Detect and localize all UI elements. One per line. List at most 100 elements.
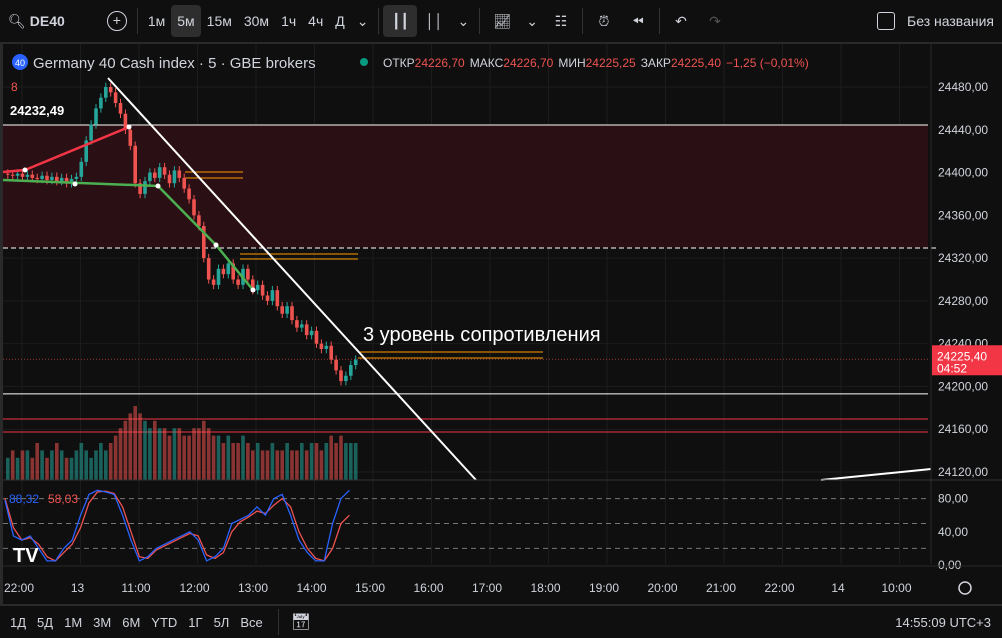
templates-grid-icon[interactable]: ☷ [554,12,568,29]
bottom-toolbar: 1Д 5Д 1М 3М 6М YTD 1Г 5Л Все 📅︎ 14:55:09 UTC+3 [0,606,1002,638]
layout-checkbox[interactable] [871,5,901,37]
stoch-d-value: 58,03 [48,492,78,506]
candle [15,173,20,176]
candle [275,290,280,307]
candle [10,174,15,176]
volume-bar [236,443,240,480]
drawing-point[interactable] [213,242,219,248]
layout-name[interactable]: Без названия [907,13,994,29]
time-axis-label: 12:00 [179,581,209,595]
range-1[interactable]: 5Д [37,614,54,630]
drawing-point[interactable] [155,183,161,189]
divider [479,8,481,34]
volume-bar [290,450,294,480]
range-7[interactable]: 5Л [213,614,230,630]
chart-canvas[interactable]: 3 уровень сопротивления 40 Germany 40 Cash… [2,44,1002,604]
range-6[interactable]: 1Г [188,614,203,630]
range-3[interactable]: 3М [93,614,112,630]
time-axis-label: 22:00 [4,581,34,595]
redo-icon[interactable]: ↷ [709,12,721,29]
trend-line[interactable] [820,468,932,481]
interval-5[interactable]: 4ч [308,13,324,29]
candle [50,176,54,181]
candle [182,177,186,189]
candle [108,87,113,93]
compare-add-button[interactable]: + [101,5,133,37]
price-axis-label: 24320,00 [938,251,988,265]
price-axis-label: 24280,00 [938,294,988,308]
drawing-point[interactable] [250,287,256,293]
indicators-icon[interactable]: 📈︎ [493,12,512,29]
chart-type-chevron-icon[interactable]: ⌄ [457,12,470,29]
candle [216,268,221,285]
divider [277,609,279,635]
interval-1[interactable]: 5м [171,5,201,37]
volume-bar [153,420,157,480]
candles-chart-type-button[interactable]: ┃┃ [383,5,418,37]
bars-chart-type-button[interactable]: ││ [425,13,444,29]
candle [59,177,64,182]
divider [581,8,583,34]
alert-clock-icon[interactable]: ⏰︎ [598,12,610,29]
range-4[interactable]: 6М [122,614,141,630]
green-trend-line[interactable] [2,178,254,291]
time-axis-label: 11:00 [121,581,150,595]
volume-bar [25,450,30,480]
volume-bar [15,457,20,480]
range-2[interactable]: 1М [64,614,83,630]
volume-bar [241,435,245,480]
candle [20,173,25,177]
volume-bar [138,413,142,480]
range-8[interactable]: Все [240,614,263,630]
price-tag [932,345,1002,376]
time-axis-label: 22:00 [764,581,794,595]
interval-3[interactable]: 30м [243,13,270,29]
interval-6[interactable]: Д [335,13,345,29]
date-range-calendar-icon[interactable]: 📅︎ [290,614,312,631]
volume-bar [260,450,265,480]
volume-bar [231,443,235,480]
volume-bar [182,435,186,480]
drawing-point[interactable] [72,181,78,187]
time-axis-label: 14 [831,581,845,595]
volume-bar [216,435,221,480]
candle [314,330,319,344]
legend-title[interactable]: Germany 40 Cash index · 5 · GBE brokers [33,55,316,72]
chart-area[interactable]: 3 уровень сопротивления 40 Germany 40 Cash… [2,44,1002,604]
volume-bar [300,443,304,480]
symbol-search[interactable]: 🔍︎ DE40 [8,12,65,30]
drawing-point[interactable] [126,124,132,130]
legend-high: 24226,70 [503,56,553,70]
volume-bar [74,450,79,480]
interval-dropdown-chevron-icon[interactable]: ⌄ [356,12,369,29]
replay-icon[interactable]: ⏪︎ [632,12,644,29]
indicators-chevron-icon[interactable]: ⌄ [526,12,538,29]
annotation-text[interactable]: 3 уровень сопротивления [363,324,601,346]
interval-2[interactable]: 15м [206,13,232,29]
volume-bar [30,457,35,480]
stoch-d-line [4,490,350,562]
candle [344,375,348,382]
legend-low-label: МИН [558,56,585,70]
volume-bar [94,450,98,480]
volume-bar [84,450,88,480]
volume-bar [265,450,270,480]
volume-bar [108,443,113,480]
drawing-point[interactable] [22,167,28,173]
candle [89,124,93,141]
time-axis-label: 13 [71,581,85,595]
volume-bar [197,428,201,480]
settings-gear-icon[interactable] [958,581,972,595]
range-0[interactable]: 1Д [10,614,27,630]
clock-timezone[interactable]: 14:55:09 UTC+3 [895,614,991,630]
undo-icon[interactable]: ↶ [675,12,687,29]
volume-bar [344,443,348,480]
range-5[interactable]: YTD [151,614,178,630]
resistance-trend-line[interactable] [107,77,477,481]
volume-bar [280,450,284,480]
volume-bar [162,428,167,480]
interval-4[interactable]: 1ч [281,13,297,29]
time-axis-label: 14:00 [296,581,326,595]
interval-0[interactable]: 1м [147,13,166,29]
candle [94,108,98,125]
